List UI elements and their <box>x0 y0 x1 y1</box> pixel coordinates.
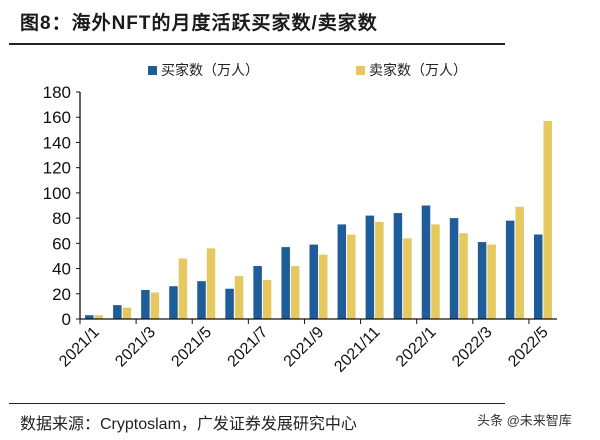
x-tick-label: 2022/5 <box>505 324 552 371</box>
bar-buyers <box>141 289 150 319</box>
legend: 买家数（万人） 卖家数（万人） <box>0 60 600 80</box>
legend-label-sellers: 卖家数（万人） <box>369 62 467 78</box>
bar-sellers <box>290 266 300 319</box>
bar-buyers <box>281 247 290 319</box>
y-tick-label: 0 <box>62 310 71 329</box>
x-tick-label: 2021/11 <box>331 324 383 376</box>
bar-buyers <box>505 220 515 319</box>
bar-sellers <box>150 292 160 319</box>
y-tick-label: 160 <box>43 108 71 127</box>
bar-buyers <box>85 315 94 319</box>
bar-sellers <box>543 121 552 319</box>
title-divider <box>9 43 505 45</box>
bar-sellers <box>178 258 188 319</box>
y-tick-label: 60 <box>52 234 71 253</box>
bar-sellers <box>403 238 412 319</box>
legend-item-buyers: 买家数（万人） <box>148 60 259 80</box>
y-tick-label: 120 <box>43 159 71 178</box>
bar-sellers <box>459 233 468 319</box>
chart-title: 图8：海外NFT的月度活跃买家数/卖家数 <box>20 13 378 34</box>
x-tick-label: 2022/1 <box>393 324 440 371</box>
legend-item-sellers: 卖家数（万人） <box>356 60 467 80</box>
x-tick-label: 2021/9 <box>281 324 328 371</box>
bar-buyers <box>533 234 543 319</box>
y-tick-label: 20 <box>52 285 71 304</box>
bar-sellers <box>375 221 384 319</box>
bar-sellers <box>515 206 524 319</box>
bar-buyers <box>197 281 206 319</box>
y-tick-label: 140 <box>43 133 71 152</box>
bar-buyers <box>309 244 318 319</box>
bar-buyers <box>113 305 122 319</box>
y-tick-label: 40 <box>52 260 71 279</box>
x-tick-label: 2021/3 <box>112 324 159 371</box>
bar-buyers <box>421 205 431 319</box>
bar-buyers <box>393 213 403 319</box>
bar-buyers <box>253 266 262 319</box>
bar-buyers <box>477 242 487 319</box>
bar-sellers <box>234 276 244 319</box>
bar-sellers <box>347 234 356 319</box>
x-tick-label: 2021/5 <box>168 324 215 371</box>
bar-sellers <box>94 315 104 319</box>
bar-sellers <box>206 248 216 319</box>
bar-sellers <box>431 224 440 319</box>
legend-swatch-buyers <box>148 65 157 75</box>
bar-sellers <box>487 244 496 319</box>
x-tick-label: 2021/1 <box>56 324 103 371</box>
y-tick-label: 80 <box>52 209 71 228</box>
bar-buyers <box>169 286 178 319</box>
bar-sellers <box>319 254 328 319</box>
footer-divider <box>9 403 505 404</box>
y-tick-label: 100 <box>43 184 71 203</box>
bar-buyers <box>449 218 459 319</box>
bar-buyers <box>365 215 375 319</box>
bar-buyers <box>337 224 347 319</box>
bar-buyers <box>225 288 234 319</box>
y-tick-label: 180 <box>43 83 71 102</box>
x-tick-label: 2021/7 <box>225 324 272 371</box>
watermark: 头条 @未来智库 <box>477 413 572 428</box>
bar-sellers <box>122 307 132 319</box>
data-source-note: 数据来源：Cryptoslam，广发证券发展研究中心 <box>20 416 357 433</box>
x-tick-label: 2022/3 <box>449 324 496 371</box>
legend-label-buyers: 买家数（万人） <box>161 62 259 78</box>
bar-sellers <box>262 279 272 319</box>
legend-swatch-sellers <box>356 65 365 75</box>
